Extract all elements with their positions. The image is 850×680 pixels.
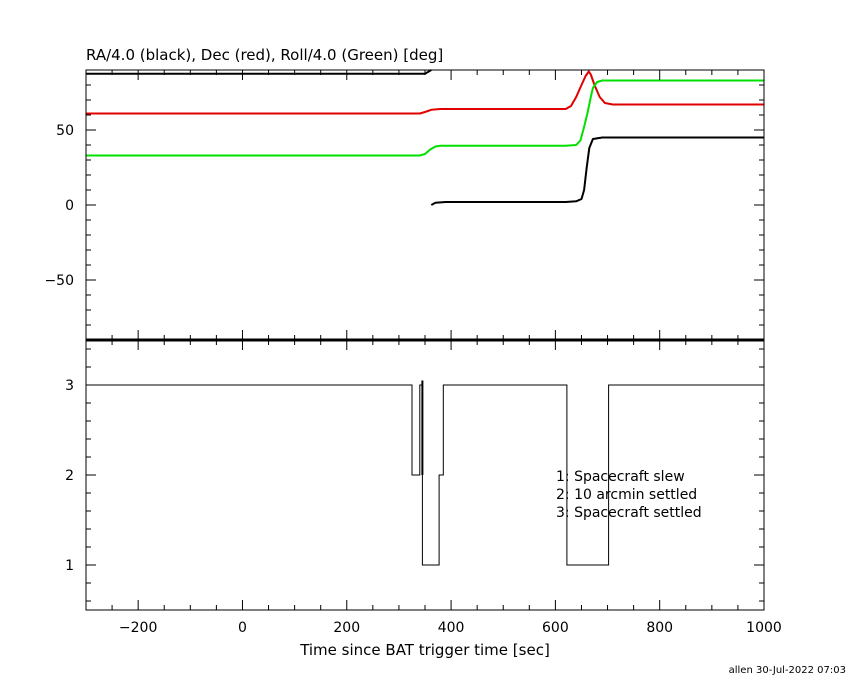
legend-item-settled: 3: Spacecraft settled xyxy=(556,505,702,521)
settle-status-plot-frame xyxy=(85,339,765,611)
settle-status-y-ticks: 1 2 3 xyxy=(65,348,764,602)
y-tick-label: 0 xyxy=(65,198,74,214)
legend-item-slew: 1: Spacecraft slew xyxy=(556,469,685,485)
settle-status-series-group xyxy=(86,380,764,566)
footer-credit: allen 30-Jul-2022 07:03 xyxy=(729,665,846,676)
attitude-panel-title: RA/4.0 (black), Dec (red), Roll/4.0 (Gre… xyxy=(86,46,443,64)
y-tick-label: −50 xyxy=(44,273,74,289)
x-tick-label: 800 xyxy=(646,620,673,636)
attitude-plot-frame xyxy=(85,69,765,341)
series-line-ra-4-0-1 xyxy=(430,136,764,206)
settle-status-step-line xyxy=(86,384,764,566)
series-line-dec-0 xyxy=(86,70,764,115)
x-tick-label: 400 xyxy=(438,620,465,636)
y-tick-label: 50 xyxy=(56,123,74,139)
x-axis-label: Time since BAT trigger time [sec] xyxy=(299,641,550,659)
x-tick-label: 0 xyxy=(238,620,247,636)
legend-item-10-arcmin: 2: 10 arcmin settled xyxy=(556,487,697,503)
series-line-roll-4-0-0 xyxy=(86,79,764,157)
attitude-series-group xyxy=(86,69,764,206)
y-tick-label: 2 xyxy=(65,468,74,484)
attitude-y-ticks: −50 0 50 xyxy=(44,69,764,341)
x-tick-label: 600 xyxy=(542,620,569,636)
y-tick-label: 3 xyxy=(65,378,74,394)
x-tick-label: −200 xyxy=(119,620,157,636)
status-legend: 1: Spacecraft slew 2: 10 arcmin settled … xyxy=(556,469,702,521)
x-tick-label: 1000 xyxy=(746,620,782,636)
settle-status-panel: 1 2 3 −200 0 200 400 600 800 1000 1: Spacecraft … xyxy=(65,70,782,659)
attitude-panel: RA/4.0 (black), Dec (red), Roll/4.0 (Gre… xyxy=(44,46,765,341)
y-tick-label: 1 xyxy=(65,558,74,574)
x-tick-label: 200 xyxy=(333,620,360,636)
